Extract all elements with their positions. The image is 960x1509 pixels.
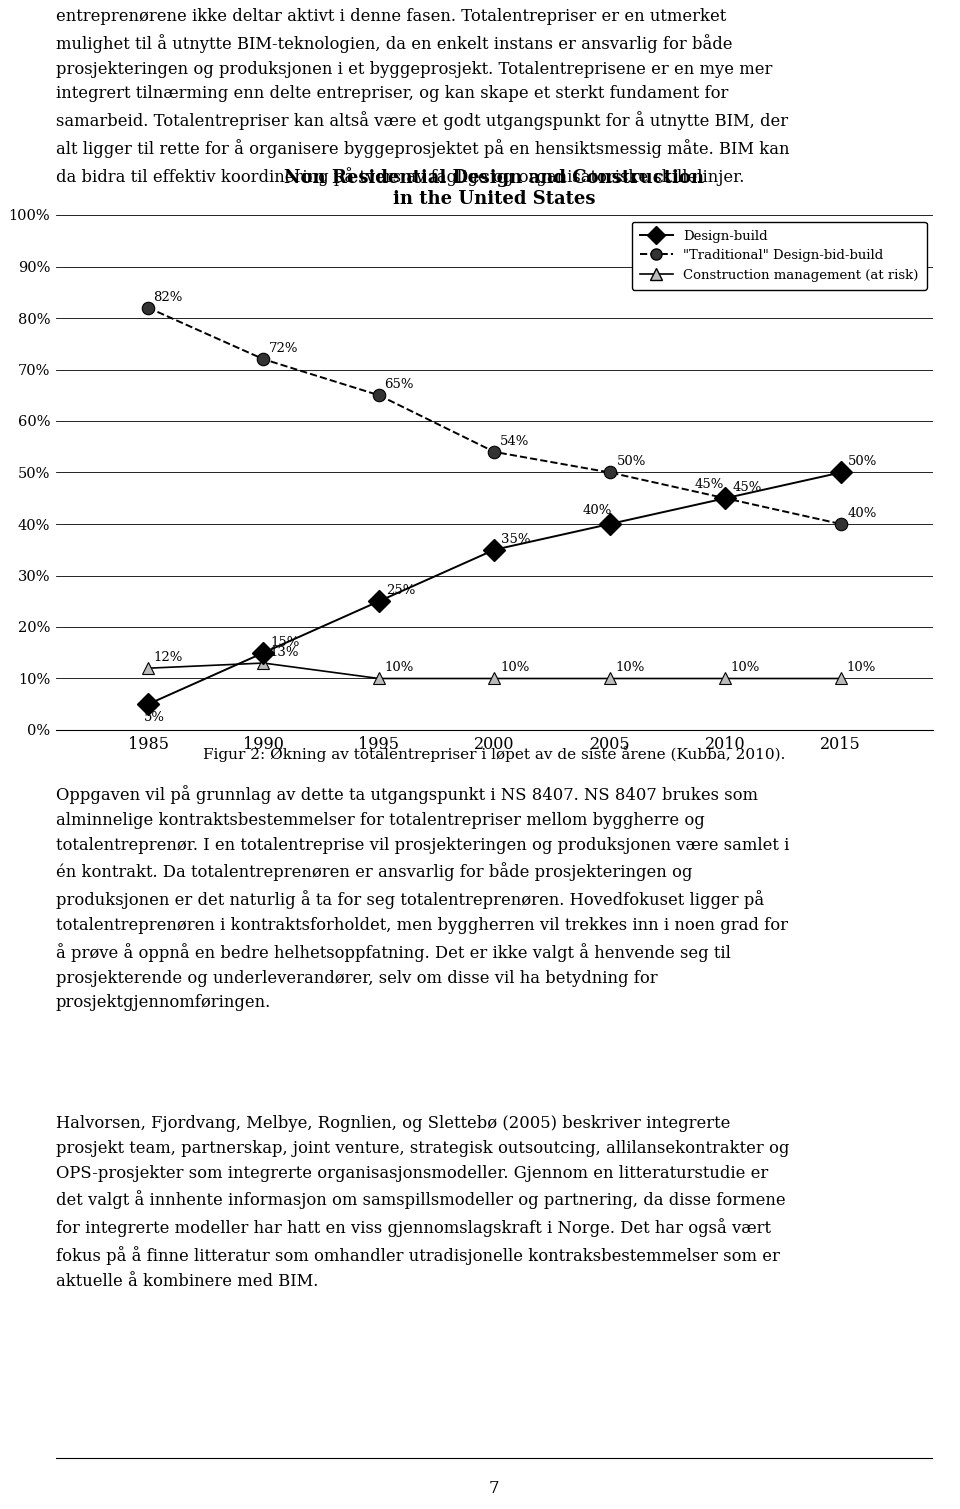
Text: 10%: 10% [385,661,414,675]
Text: 65%: 65% [385,379,414,391]
Text: 54%: 54% [500,435,529,448]
Text: 10%: 10% [731,661,760,675]
Text: 45%: 45% [732,481,761,493]
Text: entreprenørene ikke deltar aktivt i denne fasen. Totalentrepriser er en utmerket: entreprenørene ikke deltar aktivt i denn… [56,8,789,186]
Text: 45%: 45% [695,478,724,492]
Text: 82%: 82% [154,291,183,303]
Text: 50%: 50% [616,456,646,468]
Text: Halvorsen, Fjordvang, Melbye, Rognlien, og Slettebø (2005) beskriver integrerte
: Halvorsen, Fjordvang, Melbye, Rognlien, … [56,1115,789,1290]
Text: 12%: 12% [154,650,183,664]
Text: Oppgaven vil på grunnlag av dette ta utgangspunkt i NS 8407. NS 8407 brukes som
: Oppgaven vil på grunnlag av dette ta utg… [56,785,789,1011]
Text: 13%: 13% [269,646,299,659]
Text: 10%: 10% [500,661,529,675]
Text: 50%: 50% [848,456,877,468]
Legend: Design-build, "Traditional" Design-bid-build, Construction management (at risk): Design-build, "Traditional" Design-bid-b… [632,222,926,290]
Title: Non Residential Design and Construction
in the United States: Non Residential Design and Construction … [284,169,705,208]
Text: 35%: 35% [501,533,531,546]
Text: 15%: 15% [271,635,300,649]
Text: 25%: 25% [386,584,416,598]
Text: 7: 7 [489,1480,500,1497]
Text: Figur 2: Økning av totalentrepriser i løpet av de siste årene (Kubba, 2010).: Figur 2: Økning av totalentrepriser i lø… [204,745,785,762]
Text: 5%: 5% [144,711,165,724]
Text: 72%: 72% [269,343,299,355]
Text: 40%: 40% [582,504,612,518]
Text: 10%: 10% [847,661,876,675]
Text: 10%: 10% [615,661,645,675]
Text: 40%: 40% [848,507,877,519]
